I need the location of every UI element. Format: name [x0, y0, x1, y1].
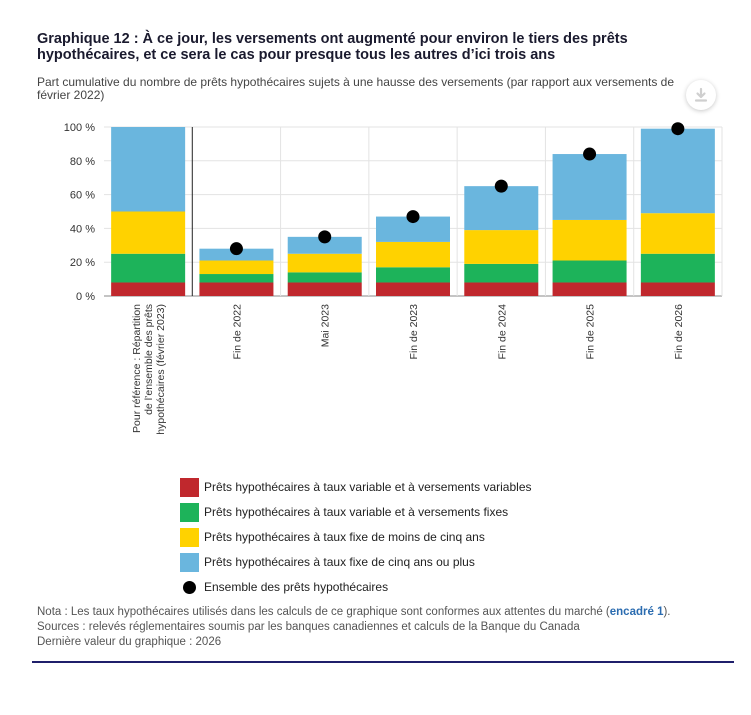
x-category-label: Mai 2023 [320, 304, 332, 347]
legend-label: Prêts hypothécaires à taux variable et à… [204, 480, 532, 494]
ensemble-point [494, 179, 508, 193]
x-category-label: Fin de 2024 [496, 304, 508, 360]
y-tick-label: 0 % [76, 291, 95, 303]
x-category-label: Fin de 2023 [408, 304, 420, 360]
bar-segment [640, 282, 715, 296]
bar-segment [376, 241, 450, 268]
bar-segment [287, 272, 362, 283]
bar-segment [464, 263, 539, 283]
bar-segment [464, 282, 539, 296]
bar-segment [552, 282, 627, 296]
ensemble-point [406, 210, 420, 224]
x-category-label-line: de l’ensemble des prêts [143, 304, 155, 415]
encadre-link[interactable]: encadré 1 [609, 606, 664, 618]
bar-segment [640, 128, 715, 214]
bar-segment [287, 282, 362, 296]
ensemble-point [671, 122, 685, 136]
bar-segment [111, 127, 186, 212]
x-category-label: Fin de 2025 [585, 304, 597, 360]
legend-swatch [180, 528, 199, 547]
legend-label: Ensemble des prêts hypothécaires [204, 580, 389, 594]
y-tick-label: 100 % [64, 122, 95, 134]
x-category-label-line: Fin de 2025 [585, 304, 597, 360]
x-category-label-line: Fin de 2023 [408, 304, 420, 360]
y-tick-label: 20 % [70, 257, 95, 269]
y-tick-label: 40 % [70, 223, 95, 235]
bar-segment [111, 211, 186, 254]
bar-segment [640, 253, 715, 283]
chart-subtitle: Part cumulative du nombre de prêts hypot… [37, 75, 675, 102]
chart-title: Graphique 12 : À ce jour, les versements… [37, 31, 628, 63]
bar-segment [640, 213, 715, 254]
sources-text: Sources : relevés réglementaires soumis … [37, 621, 580, 633]
x-category-label: Fin de 2026 [673, 304, 685, 360]
y-tick-label: 80 % [70, 156, 95, 168]
legend-swatch [180, 503, 199, 522]
bar-segment [552, 219, 627, 261]
x-category-label-line: Mai 2023 [320, 304, 332, 347]
nota-prefix: Nota : Les taux hypothécaires utilisés d… [37, 606, 610, 618]
bar-segment [111, 282, 186, 296]
x-category-label-line: Fin de 2026 [673, 304, 685, 360]
bar-segment [199, 274, 274, 283]
bar-segment [464, 230, 539, 264]
nota-text: Nota : Les taux hypothécaires utilisés d… [37, 605, 737, 620]
ensemble-point [318, 230, 332, 244]
legend-dot-marker [183, 581, 196, 594]
chart-notes: Nota : Les taux hypothécaires utilisés d… [37, 605, 737, 650]
ensemble-point [229, 242, 243, 256]
bar-segment [199, 282, 274, 296]
last-value-text: Dernière valeur du graphique : 2026 [37, 636, 222, 648]
legend-label: Prêts hypothécaires à taux variable et à… [204, 505, 509, 519]
x-category-label-line: Fin de 2024 [496, 304, 508, 360]
bottom-divider [32, 661, 734, 663]
x-category-label-line: Pour référence : Répartition [131, 304, 143, 433]
bar-segment [287, 253, 362, 273]
legend-label: Prêts hypothécaires à taux fixe de cinq … [204, 555, 475, 569]
y-tick-label: 60 % [70, 190, 95, 202]
bar-segment [552, 260, 627, 283]
legend-label: Prêts hypothécaires à taux fixe de moins… [204, 530, 485, 544]
x-category-label: Fin de 2022 [231, 304, 243, 360]
stacked-bar-chart: 0 % 20 % 40 % 60 % 80 % 100 % Pour référence :… [64, 122, 723, 435]
legend-swatch [180, 553, 199, 572]
legend-swatch [180, 478, 199, 497]
bar-segment [111, 253, 186, 283]
bar-segment [552, 154, 627, 220]
bar-segment [199, 260, 274, 275]
bar-segment [376, 282, 450, 296]
x-category-label-line: hypothécaires (février 2023) [155, 304, 167, 435]
bar-segment [464, 186, 539, 231]
nota-suffix: ). [663, 606, 671, 618]
download-button[interactable] [686, 80, 716, 110]
x-category-label-line: Fin de 2022 [231, 304, 243, 360]
x-category-label: Pour référence : Répartition de l’ensembl… [131, 304, 167, 435]
ensemble-point [583, 147, 597, 161]
download-icon [694, 87, 708, 102]
bar-segment [287, 236, 362, 254]
bar-segment [376, 267, 450, 283]
